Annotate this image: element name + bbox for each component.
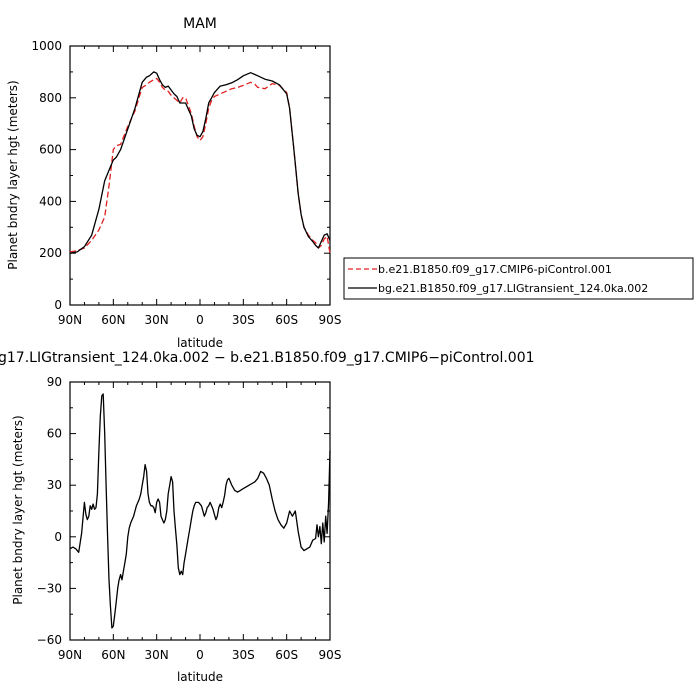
bottom-x-tick-label: 0	[196, 648, 204, 662]
bottom-series-line-1	[69, 393, 331, 629]
top-chart-panel: MAM latitude Planet bndry layer hgt (met…	[6, 16, 341, 350]
top-y-tick-label: 600	[39, 143, 62, 157]
bottom-x-tick-label: 30S	[232, 648, 255, 662]
bottom-y-tick-label: 30	[47, 478, 62, 492]
bottom-x-axis-label: latitude	[177, 670, 223, 684]
top-y-axis-label: Planet bndry layer hgt (meters)	[6, 80, 20, 270]
legend-label-1: b.e21.B1850.f09_g17.CMIP6-piControl.001	[378, 263, 612, 276]
legend: b.e21.B1850.f09_g17.CMIP6-piControl.001b…	[343, 257, 694, 300]
bottom-x-tick-label: 60N	[101, 648, 125, 662]
top-chart-title: MAM	[183, 16, 217, 32]
top-y-tick-label: 400	[39, 194, 62, 208]
top-plot-frame	[69, 45, 331, 306]
bottom-y-tick-label: 60	[47, 427, 62, 441]
bottom-x-tick-label: 90S	[319, 648, 342, 662]
top-y-tick-label: 200	[39, 246, 62, 260]
top-x-tick-label: 60S	[275, 313, 298, 327]
top-y-tick-label: 0	[54, 298, 62, 312]
top-x-tick-label: 60N	[101, 313, 125, 327]
top-x-tick-label: 90N	[58, 313, 82, 327]
top-series-line-2	[69, 71, 331, 254]
top-x-tick-label: 30N	[145, 313, 169, 327]
legend-box	[343, 257, 694, 300]
bottom-x-tick-label: 90N	[58, 648, 82, 662]
top-y-tick-label: 800	[39, 91, 62, 105]
bottom-x-tick-label: 60S	[275, 648, 298, 662]
bottom-y-tick-label: −30	[37, 581, 62, 595]
bottom-chart-panel: bg.e21.B1850.f09_g17.LIGtransient_124.0k…	[0, 350, 535, 684]
bottom-y-tick-label: −60	[37, 633, 62, 647]
top-x-tick-label: 30S	[232, 313, 255, 327]
legend-label-2: bg.e21.B1850.f09_g17.LIGtransient_124.0k…	[378, 282, 648, 295]
top-x-tick-label: 0	[196, 313, 204, 327]
top-x-tick-label: 90S	[319, 313, 342, 327]
bottom-y-tick-label: 0	[54, 530, 62, 544]
bottom-x-tick-label: 30N	[145, 648, 169, 662]
bottom-y-tick-label: 90	[47, 375, 62, 389]
bottom-plot-frame	[69, 381, 331, 641]
top-y-tick-label: 1000	[31, 39, 62, 53]
top-series-line-1	[69, 77, 331, 254]
top-x-axis-label: latitude	[177, 336, 223, 350]
bottom-y-axis-label: Planet bndry layer hgt (meters)	[11, 415, 25, 605]
bottom-chart-title: bg.e21.B1850.f09_g17.LIGtransient_124.0k…	[0, 350, 535, 366]
